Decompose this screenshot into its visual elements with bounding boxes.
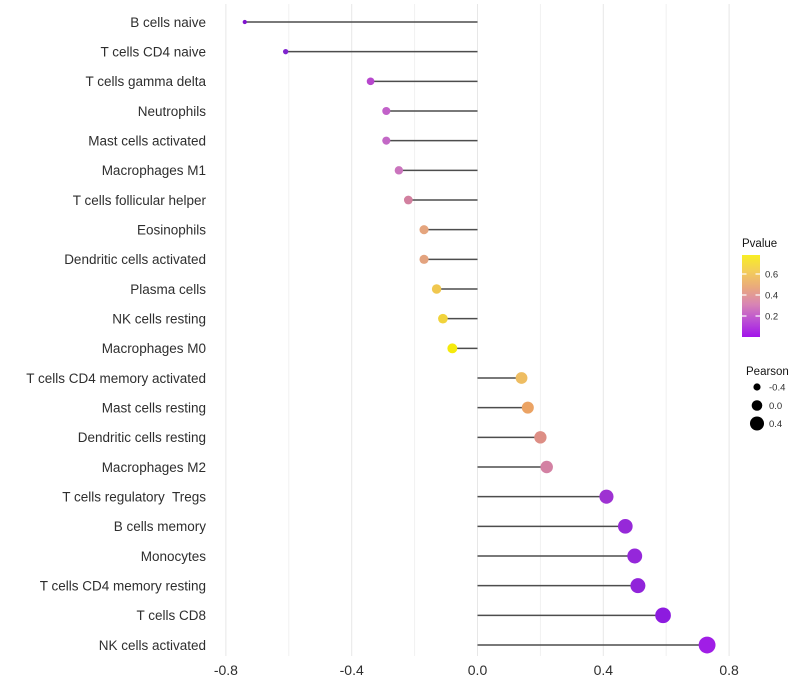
category-label: T cells regulatory Tregs — [62, 489, 206, 504]
category-label: Macrophages M1 — [102, 163, 206, 178]
lollipop-dot — [630, 578, 646, 594]
x-tick-label: 0.0 — [468, 662, 488, 678]
pvalue-tick-label: 0.6 — [765, 269, 778, 280]
lollipop-dot — [540, 460, 553, 474]
category-label: T cells follicular helper — [73, 193, 207, 208]
pvalue-legend-title: Pvalue — [742, 238, 777, 250]
pvalue-tick-label: 0.4 — [765, 290, 778, 301]
lollipop-dot — [617, 519, 633, 534]
category-label: B cells memory — [114, 519, 207, 534]
pearson-legend: Pearson -0.4 0.0 0.4 — [746, 366, 789, 431]
category-label: NK cells resting — [112, 311, 206, 326]
lollipop-dot — [627, 548, 643, 564]
lollipop-dot — [655, 607, 671, 624]
lollipop-dot — [419, 225, 429, 235]
category-label: T cells CD4 naive — [100, 44, 206, 59]
lollipop-dot — [403, 195, 413, 205]
lollipop-dot — [431, 284, 442, 294]
pvalue-legend: Pvalue 0.6 0.4 0.2 — [742, 238, 778, 337]
lollipop-dot — [698, 636, 716, 654]
lollipop-dot — [382, 106, 391, 116]
pearson-tick-label: -0.4 — [769, 382, 785, 393]
pearson-tick-label: 0.4 — [769, 419, 782, 430]
lollipop-dots — [242, 19, 716, 654]
x-tick-label: 0.4 — [594, 662, 614, 678]
lollipop-dot — [599, 489, 614, 504]
category-label: Eosinophils — [137, 222, 206, 237]
lollipop-stems — [244, 21, 708, 646]
category-label: Macrophages M0 — [102, 341, 206, 356]
x-tick-label: -0.8 — [214, 662, 238, 678]
category-label: Dendritic cells activated — [64, 252, 206, 267]
category-label: Plasma cells — [130, 282, 206, 297]
lollipop-dot — [521, 401, 534, 414]
category-label: B cells naive — [130, 15, 206, 30]
x-tick-label: 0.8 — [719, 662, 739, 678]
category-label: T cells gamma delta — [85, 74, 206, 89]
lollipop-dot — [382, 136, 391, 145]
pearson-legend-title: Pearson — [746, 366, 789, 378]
x-tick-label: -0.4 — [340, 662, 364, 678]
x-axis-labels: -0.8 -0.4 0.0 0.4 0.8 — [214, 662, 739, 678]
category-label: T cells CD4 memory resting — [40, 578, 206, 593]
category-label: Neutrophils — [138, 104, 207, 119]
lollipop-dot — [394, 166, 404, 175]
category-label: Macrophages M2 — [102, 460, 206, 475]
pearson-legend-dot — [751, 400, 763, 411]
lollipop-dot — [447, 343, 458, 354]
gridlines — [225, 4, 730, 656]
pvalue-tick-label: 0.2 — [765, 311, 778, 322]
lollipop-dot — [282, 48, 289, 55]
category-label: T cells CD8 — [136, 608, 206, 623]
pearson-legend-dot — [749, 416, 765, 431]
lollipop-dot — [438, 313, 448, 324]
category-label: Mast cells resting — [102, 400, 206, 415]
lollipop-dot — [515, 372, 528, 384]
category-label: Mast cells activated — [88, 133, 206, 148]
pvalue-colorbar — [742, 255, 760, 337]
category-label: T cells CD4 memory activated — [26, 371, 206, 386]
category-label: Dendritic cells resting — [78, 430, 206, 445]
lollipop-dot — [366, 77, 375, 86]
pearson-tick-label: 0.0 — [769, 401, 782, 412]
lollipop-dot — [419, 254, 429, 264]
lollipop-dot — [242, 19, 247, 25]
category-label: Monocytes — [141, 549, 207, 564]
pearson-legend-dot — [753, 383, 761, 391]
category-label: NK cells activated — [99, 638, 206, 653]
lollipop-dot — [534, 431, 547, 444]
y-axis-labels: B cells naive T cells CD4 naive T cells ga… — [26, 15, 206, 653]
